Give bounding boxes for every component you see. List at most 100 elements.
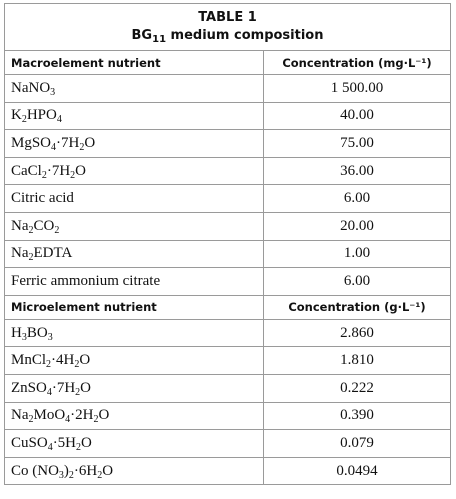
text-segment: K xyxy=(11,107,22,124)
nutrient-cell: Co (NO3)2·6H2O xyxy=(4,456,264,486)
subscript: 2 xyxy=(28,252,34,264)
text-segment: ·7H xyxy=(51,379,76,396)
text-segment: Co (NO xyxy=(11,462,59,479)
subscript: 4 xyxy=(56,114,62,126)
subscript: 2 xyxy=(28,224,34,236)
text-segment: ·7H xyxy=(56,134,80,151)
concentration-cell: 1 500.00 xyxy=(263,74,451,103)
subscript: 2 xyxy=(74,359,80,371)
subscript: 2 xyxy=(28,414,34,426)
text-segment: medium composition xyxy=(166,28,324,43)
text-segment: O xyxy=(80,379,92,396)
nutrient-cell: NaNO3 xyxy=(4,74,264,103)
title-row: TABLE 1 BG11 medium composition xyxy=(4,3,451,51)
table-label: TABLE 1 xyxy=(198,10,257,25)
nutrient-cell: MgSO4·7H2O xyxy=(4,129,264,158)
subscript: 4 xyxy=(51,141,57,153)
text-segment: O xyxy=(102,462,114,479)
data-row: H3BO3 2.860 xyxy=(4,318,451,348)
concentration-cell: 40.00 xyxy=(263,101,451,131)
text-segment: O xyxy=(81,434,92,451)
text-segment: NaNO xyxy=(11,79,51,96)
data-row: K2HPO4 40.00 xyxy=(4,101,451,131)
nutrient-cell: CaCl2·7H2O xyxy=(4,156,264,186)
header-cell: Concentration (g·L⁻¹) xyxy=(263,294,451,320)
subscript: 2 xyxy=(54,224,60,236)
concentration-cell: 75.00 xyxy=(263,129,451,158)
nutrient-cell: H3BO3 xyxy=(4,318,264,348)
subscript: 3 xyxy=(50,86,56,98)
text-segment: BO xyxy=(26,324,48,341)
text-segment: ·4H xyxy=(51,352,75,369)
text-segment: O xyxy=(79,352,91,369)
text-segment: Na xyxy=(11,217,29,234)
text-segment: CuSO xyxy=(11,434,48,451)
data-row: CuSO4·5H2O 0.079 xyxy=(4,429,451,458)
data-row: Na2MoO4·2H2O 0.390 xyxy=(4,401,451,431)
concentration-cell: 1.00 xyxy=(263,239,451,269)
subscript: 2 xyxy=(46,359,52,371)
text-segment: Citric acid xyxy=(11,190,74,207)
header-cell: Microelement nutrient xyxy=(4,294,264,320)
nutrient-cell: Citric acid xyxy=(4,184,264,213)
data-row: ZnSO4·7H2O 0.222 xyxy=(4,373,451,403)
text-segment: EDTA xyxy=(33,245,73,262)
title-cell: TABLE 1 BG11 medium composition xyxy=(4,3,451,51)
concentration-cell: 0.222 xyxy=(263,373,451,403)
subscript: 2 xyxy=(21,114,27,126)
subscript: 3 xyxy=(47,331,53,343)
text-segment: MnCl xyxy=(11,352,47,369)
data-row: CaCl2·7H2O 36.00 xyxy=(4,156,451,186)
concentration-cell: 2.860 xyxy=(263,318,451,348)
text-segment: ·6H xyxy=(73,462,98,479)
subscript: 3 xyxy=(58,469,64,481)
composition-table: TABLE 1 BG11 medium composition Macroele… xyxy=(4,3,451,486)
text-segment: CaCl xyxy=(11,162,42,179)
concentration-cell: 20.00 xyxy=(263,211,451,241)
header-row: Microelement nutrient Concentration (g·L⁻… xyxy=(4,294,451,320)
table-body: TABLE 1 BG11 medium composition Macroele… xyxy=(4,3,451,486)
subscript: 2 xyxy=(79,141,85,153)
data-row: MgSO4·7H2O 75.00 xyxy=(4,129,451,158)
subscript: 11 xyxy=(152,34,167,45)
text-segment: ·7H xyxy=(46,162,71,179)
text-segment: ) xyxy=(63,462,69,479)
text-segment: MgSO xyxy=(11,134,52,151)
concentration-cell: 0.079 xyxy=(263,429,451,458)
nutrient-cell: MnCl2·4H2O xyxy=(4,346,264,375)
concentration-cell: 0.390 xyxy=(263,401,451,431)
data-row: NaNO3 1 500.00 xyxy=(4,74,451,103)
data-row: Ferric ammonium citrate 6.00 xyxy=(4,267,451,296)
header-cell: Concentration (mg·L⁻¹) xyxy=(263,50,451,75)
data-row: MnCl2·4H2O 1.810 xyxy=(4,346,451,375)
text-segment: Ferric ammonium citrate xyxy=(11,272,161,289)
nutrient-cell: Na2EDTA xyxy=(4,239,264,269)
concentration-cell: 6.00 xyxy=(263,184,451,213)
nutrient-cell: ZnSO4·7H2O xyxy=(4,373,264,403)
nutrient-cell: K2HPO4 xyxy=(4,101,264,131)
nutrient-cell: Na2CO2 xyxy=(4,211,264,241)
text-segment: Na xyxy=(11,407,29,424)
concentration-cell: 1.810 xyxy=(263,346,451,375)
text-segment: HPO xyxy=(26,107,57,124)
nutrient-cell: Ferric ammonium citrate xyxy=(4,267,264,296)
table-wrap: TABLE 1 BG11 medium composition Macroele… xyxy=(4,3,451,486)
subscript: 2 xyxy=(97,469,103,481)
concentration-cell: 36.00 xyxy=(263,156,451,186)
text-segment: O xyxy=(98,407,110,424)
nutrient-cell: Na2MoO4·2H2O xyxy=(4,401,264,431)
text-segment: Na xyxy=(11,245,29,262)
subscript: 3 xyxy=(21,331,27,343)
text-segment: ·5H xyxy=(52,434,77,451)
text-segment: ZnSO xyxy=(11,379,47,396)
header-cell: Macroelement nutrient xyxy=(4,50,264,75)
subscript: 2 xyxy=(68,469,74,481)
subscript: 2 xyxy=(41,169,47,181)
text-segment: H xyxy=(11,324,22,341)
nutrient-cell: CuSO4·5H2O xyxy=(4,429,264,458)
concentration-cell: 0.0494 xyxy=(263,456,451,486)
subscript: 2 xyxy=(76,441,82,453)
subscript: 4 xyxy=(65,414,71,426)
text-segment: BG xyxy=(131,28,153,43)
